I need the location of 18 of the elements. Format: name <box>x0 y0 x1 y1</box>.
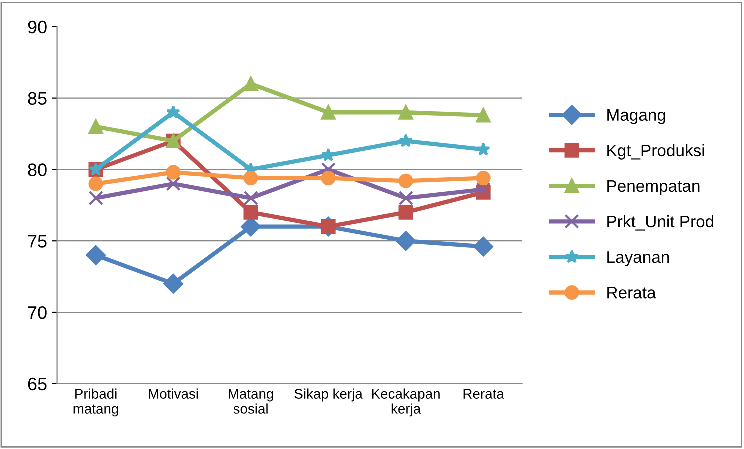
x-tick-label: Motivasi <box>149 388 198 399</box>
legend-label: Kgt_Produksi <box>608 144 704 160</box>
y-tick-label: 85 <box>28 92 47 106</box>
legend-label: Prkt_Unit Prod <box>608 215 714 231</box>
y-tick-label: 80 <box>28 164 47 176</box>
x-tick-label: Rerata <box>464 389 504 399</box>
legend-label: Penempatan <box>608 180 700 196</box>
x-tick-label: Sikap kerja <box>294 388 363 402</box>
x-tick-label: Kecakapan kerja <box>372 388 440 417</box>
y-tick-label: 70 <box>28 306 47 320</box>
x-tick-label: Matang sosial <box>229 389 274 414</box>
y-tick-label: 90 <box>28 20 47 34</box>
y-tick-label: 75 <box>28 235 47 248</box>
legend-label: Magang <box>608 109 666 124</box>
y-tick-label: 65 <box>28 378 47 391</box>
legend-label: Rerata <box>608 287 656 299</box>
legend-label: Layanan <box>608 252 670 266</box>
x-tick-label: Pribadi matang <box>74 388 118 417</box>
